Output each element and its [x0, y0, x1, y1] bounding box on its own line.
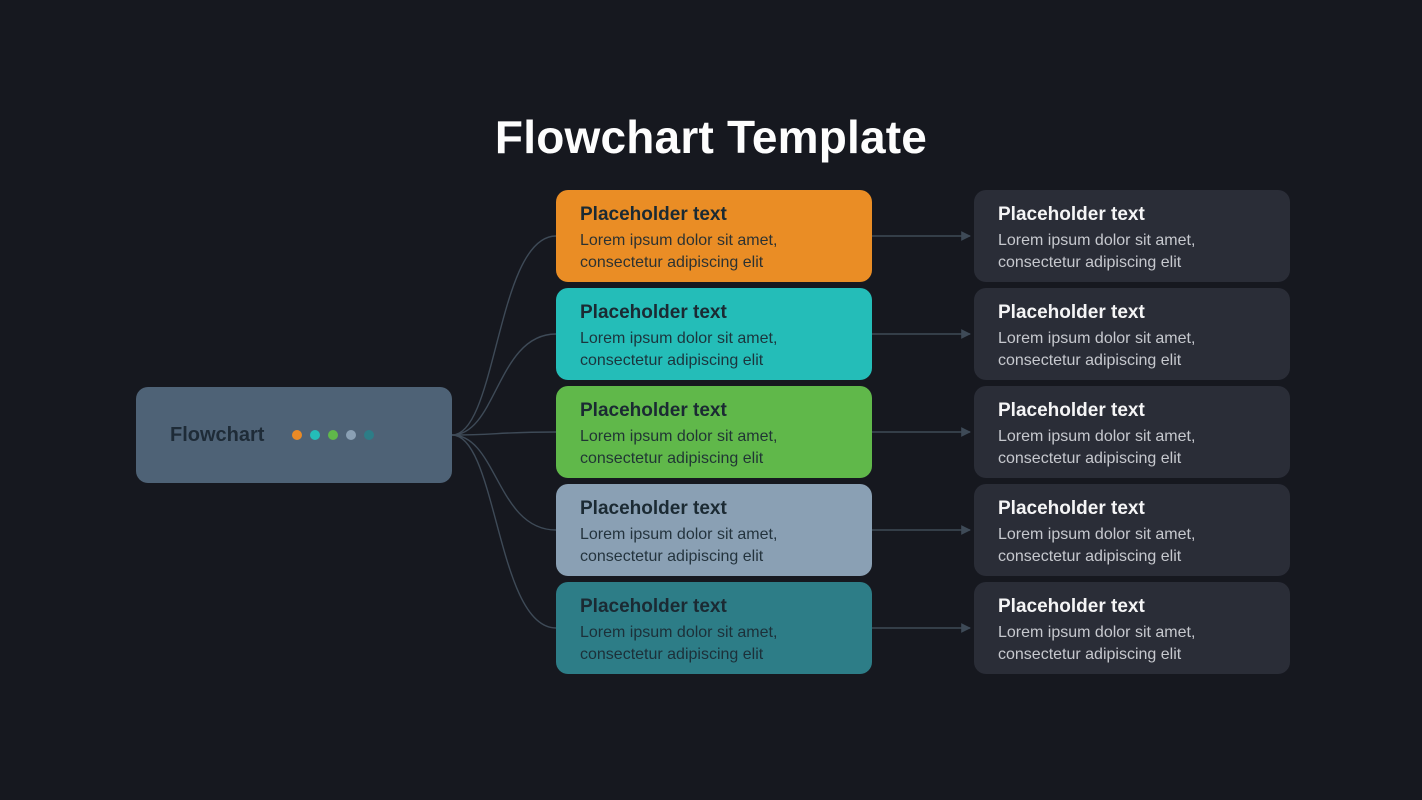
right-card-2-body: Lorem ipsum dolor sit amet, consectetur … — [998, 426, 1266, 469]
right-card-3: Placeholder text Lorem ipsum dolor sit am… — [974, 484, 1290, 576]
right-card-1-body: Lorem ipsum dolor sit amet, consectetur … — [998, 328, 1266, 371]
page-title: Flowchart Template — [0, 110, 1422, 164]
right-card-2-title: Placeholder text — [998, 400, 1266, 422]
root-dot — [328, 430, 338, 440]
right-card-3-title: Placeholder text — [998, 498, 1266, 520]
mid-card-4: Placeholder text Lorem ipsum dolor sit am… — [556, 582, 872, 674]
mid-card-3: Placeholder text Lorem ipsum dolor sit am… — [556, 484, 872, 576]
mid-card-4-body: Lorem ipsum dolor sit amet, consectetur … — [580, 622, 848, 665]
mid-card-1-title: Placeholder text — [580, 302, 848, 324]
mid-card-3-body: Lorem ipsum dolor sit amet, consectetur … — [580, 524, 848, 567]
mid-card-1-body: Lorem ipsum dolor sit amet, consectetur … — [580, 328, 848, 371]
root-node: Flowchart — [136, 387, 452, 483]
right-card-4-title: Placeholder text — [998, 596, 1266, 618]
right-card-2: Placeholder text Lorem ipsum dolor sit am… — [974, 386, 1290, 478]
root-dot-row — [292, 430, 374, 440]
right-card-3-body: Lorem ipsum dolor sit amet, consectetur … — [998, 524, 1266, 567]
right-card-4-body: Lorem ipsum dolor sit amet, consectetur … — [998, 622, 1266, 665]
root-label: Flowchart — [170, 424, 264, 447]
mid-card-2-body: Lorem ipsum dolor sit amet, consectetur … — [580, 426, 848, 469]
mid-card-1: Placeholder text Lorem ipsum dolor sit am… — [556, 288, 872, 380]
right-card-0-title: Placeholder text — [998, 204, 1266, 226]
root-dot — [292, 430, 302, 440]
right-card-0: Placeholder text Lorem ipsum dolor sit am… — [974, 190, 1290, 282]
right-card-4: Placeholder text Lorem ipsum dolor sit am… — [974, 582, 1290, 674]
mid-card-4-title: Placeholder text — [580, 596, 848, 618]
root-dot — [346, 430, 356, 440]
mid-card-0: Placeholder text Lorem ipsum dolor sit am… — [556, 190, 872, 282]
right-card-1: Placeholder text Lorem ipsum dolor sit am… — [974, 288, 1290, 380]
mid-card-0-body: Lorem ipsum dolor sit amet, consectetur … — [580, 230, 848, 273]
right-card-1-title: Placeholder text — [998, 302, 1266, 324]
mid-card-2: Placeholder text Lorem ipsum dolor sit am… — [556, 386, 872, 478]
flowchart-stage: Flowchart Template Flowchart Placeholder… — [0, 0, 1422, 800]
mid-card-0-title: Placeholder text — [580, 204, 848, 226]
root-dot — [364, 430, 374, 440]
right-card-0-body: Lorem ipsum dolor sit amet, consectetur … — [998, 230, 1266, 273]
root-dot — [310, 430, 320, 440]
mid-card-3-title: Placeholder text — [580, 498, 848, 520]
mid-card-2-title: Placeholder text — [580, 400, 848, 422]
